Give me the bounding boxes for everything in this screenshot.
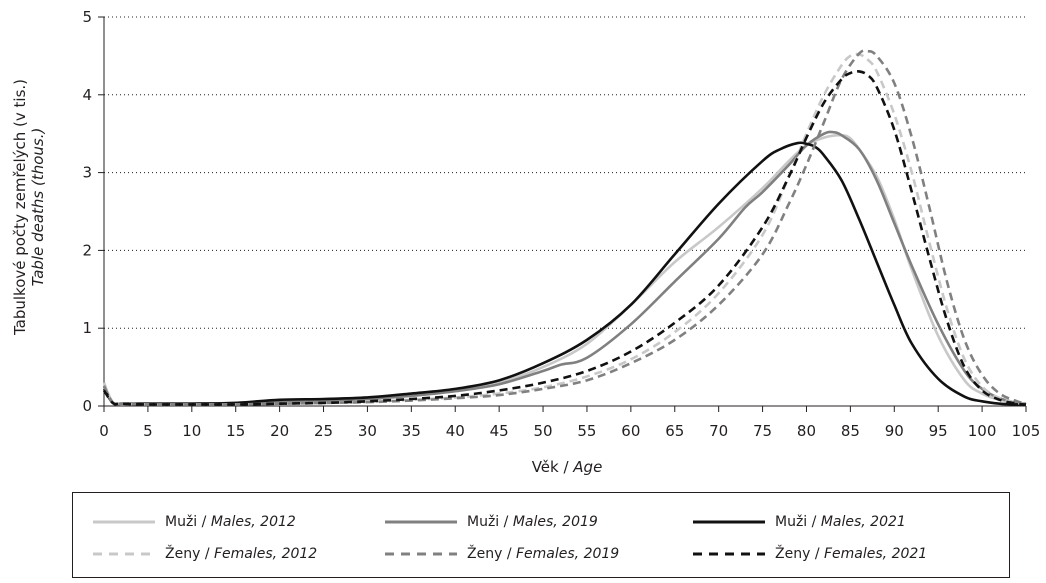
legend-swatch	[93, 520, 155, 524]
legend-swatch	[693, 520, 765, 524]
x-axis-title-cz: Věk /	[532, 458, 574, 476]
legend: Muži / Males, 2012 Ženy / Females, 2012 …	[72, 492, 1010, 578]
x-tick-label: 90	[885, 422, 904, 440]
x-tick-label: 30	[358, 422, 377, 440]
legend-swatch	[385, 552, 457, 556]
y-tick-label: 2	[82, 241, 92, 259]
legend-item-females-2012: Ženy / Females, 2012	[93, 543, 317, 565]
x-tick-label: 85	[841, 422, 860, 440]
legend-label: Ženy / Females, 2019	[467, 546, 620, 562]
series-line-3	[102, 52, 1027, 406]
series-line-5	[102, 70, 1027, 406]
legend-swatch	[385, 520, 457, 524]
x-tick-label: 40	[446, 422, 465, 440]
x-tick-label: 55	[577, 422, 596, 440]
x-tick-label: 45	[490, 422, 509, 440]
legend-item-females-2021: Ženy / Females, 2021	[693, 543, 927, 565]
x-tick-label: 20	[270, 422, 289, 440]
y-tick-label: 1	[82, 319, 92, 337]
y-tick-label: 5	[82, 8, 92, 26]
x-tick-label: 100	[968, 422, 997, 440]
y-tick-label: 4	[82, 86, 92, 104]
x-tick-label: 65	[665, 422, 684, 440]
legend-label: Muži / Males, 2012	[165, 514, 296, 530]
legend-item-males-2012: Muži / Males, 2012	[93, 511, 296, 533]
x-tick-label: 35	[402, 422, 421, 440]
legend-label: Ženy / Females, 2012	[165, 546, 318, 562]
x-tick-label: 95	[929, 422, 948, 440]
x-tick-label: 80	[797, 422, 816, 440]
legend-label: Muži / Males, 2021	[775, 514, 906, 530]
x-tick-label: 75	[753, 422, 772, 440]
y-axis-title-en: Table deaths (thous.)	[29, 128, 47, 287]
series-lines	[102, 49, 1027, 406]
legend-item-females-2019: Ženy / Females, 2019	[385, 543, 619, 565]
y-tick-label: 0	[82, 397, 92, 415]
series-line-2	[102, 141, 1027, 406]
y-axis-title-cz: Tabulkové počty zemřelých (v tis.)	[11, 79, 29, 336]
axes	[98, 16, 1027, 412]
x-axis-title-en: Age	[572, 458, 602, 476]
legend-label: Muži / Males, 2019	[467, 514, 598, 530]
legend-item-males-2019: Muži / Males, 2019	[385, 511, 598, 533]
x-tick-label: 60	[621, 422, 640, 440]
x-tick-label: 10	[182, 422, 201, 440]
legend-swatch	[93, 552, 155, 556]
grid-lines	[104, 16, 1026, 329]
x-tick-label: 70	[709, 422, 728, 440]
series-line-4	[102, 49, 1027, 406]
legend-swatch	[693, 552, 765, 556]
x-tick-label: 105	[1012, 422, 1041, 440]
x-axis-title: Věk / Age	[532, 458, 603, 476]
x-tick-label: 25	[314, 422, 333, 440]
y-tick-label: 3	[82, 164, 92, 182]
x-tick-label: 0	[99, 422, 109, 440]
legend-label: Ženy / Females, 2021	[775, 546, 928, 562]
x-tick-label: 15	[226, 422, 245, 440]
legend-item-males-2021: Muži / Males, 2021	[693, 511, 906, 533]
x-tick-label: 5	[143, 422, 153, 440]
x-tick-label: 50	[534, 422, 553, 440]
